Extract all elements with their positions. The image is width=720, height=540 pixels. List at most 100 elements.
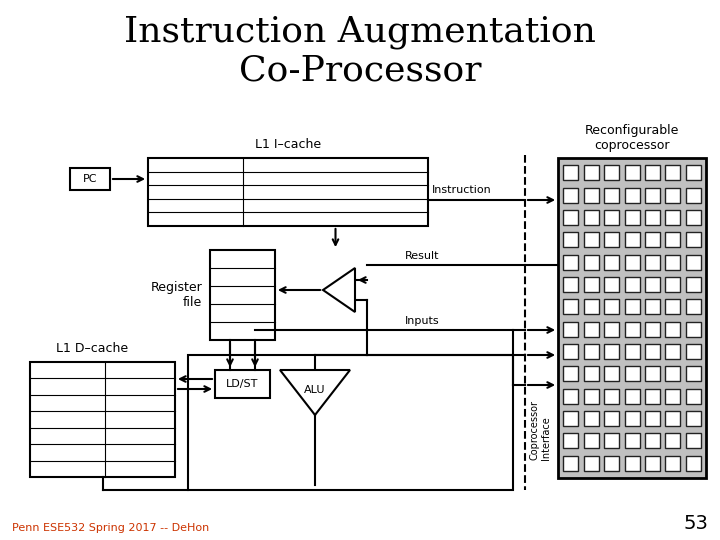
Bar [563, 322, 578, 336]
Bar [604, 366, 619, 381]
Text: L1 I–cache: L1 I–cache [255, 138, 321, 151]
Bar [665, 433, 680, 448]
Bar [210, 250, 275, 340]
Bar [645, 389, 660, 404]
Bar [665, 366, 680, 381]
Bar [685, 344, 701, 359]
Bar [584, 366, 599, 381]
Bar [645, 433, 660, 448]
Bar [645, 366, 660, 381]
Text: Penn ESE532 Spring 2017 -- DeHon: Penn ESE532 Spring 2017 -- DeHon [12, 523, 210, 533]
Bar [685, 277, 701, 292]
Text: Coprocessor
Interface: Coprocessor Interface [530, 400, 551, 460]
Bar [604, 188, 619, 202]
Bar [604, 411, 619, 426]
Bar [645, 210, 660, 225]
Bar [148, 158, 428, 226]
Bar [563, 210, 578, 225]
Text: Register
file: Register file [150, 281, 202, 309]
Bar [563, 255, 578, 269]
Bar [215, 370, 270, 398]
Bar [563, 188, 578, 202]
Bar [624, 232, 639, 247]
Bar [665, 322, 680, 336]
Bar [563, 344, 578, 359]
Bar [584, 299, 599, 314]
Bar [584, 433, 599, 448]
Bar [563, 277, 578, 292]
Bar [563, 232, 578, 247]
Bar [624, 433, 639, 448]
Bar [604, 456, 619, 471]
Bar [563, 411, 578, 426]
Bar [645, 344, 660, 359]
Bar [624, 456, 639, 471]
Bar [604, 389, 619, 404]
Bar [604, 299, 619, 314]
Bar [665, 188, 680, 202]
Bar [645, 188, 660, 202]
Bar [685, 188, 701, 202]
Bar [645, 232, 660, 247]
Bar [563, 433, 578, 448]
Text: LD/ST: LD/ST [226, 379, 258, 389]
Bar [584, 165, 599, 180]
Bar [624, 165, 639, 180]
Bar [558, 158, 706, 478]
Bar [645, 322, 660, 336]
Bar [665, 411, 680, 426]
Bar [563, 165, 578, 180]
Bar [584, 210, 599, 225]
Bar [685, 456, 701, 471]
Polygon shape [280, 370, 350, 415]
Bar [665, 232, 680, 247]
Bar [645, 277, 660, 292]
Bar [584, 389, 599, 404]
Text: ALU: ALU [305, 385, 325, 395]
Bar [584, 277, 599, 292]
Bar [685, 389, 701, 404]
Bar [645, 411, 660, 426]
Bar [563, 366, 578, 381]
Bar [624, 299, 639, 314]
Bar [604, 165, 619, 180]
Text: Reconfigurable
coprocessor: Reconfigurable coprocessor [585, 124, 679, 152]
Bar [665, 344, 680, 359]
Bar [665, 165, 680, 180]
Bar [665, 389, 680, 404]
Bar [665, 456, 680, 471]
Bar [665, 210, 680, 225]
Bar [685, 322, 701, 336]
Bar [604, 344, 619, 359]
Bar [624, 366, 639, 381]
Bar [584, 344, 599, 359]
Bar [584, 456, 599, 471]
Bar [604, 232, 619, 247]
Bar [685, 366, 701, 381]
Bar [685, 411, 701, 426]
Bar [645, 165, 660, 180]
Bar [604, 322, 619, 336]
Bar [563, 456, 578, 471]
Bar [624, 344, 639, 359]
Bar [624, 255, 639, 269]
Text: Inputs: Inputs [405, 316, 440, 326]
Text: L1 D–cache: L1 D–cache [56, 342, 129, 355]
Text: Result: Result [405, 251, 439, 261]
Bar [624, 411, 639, 426]
Text: Instruction: Instruction [432, 185, 492, 195]
Bar [624, 210, 639, 225]
Bar [624, 188, 639, 202]
Bar [604, 255, 619, 269]
Bar [665, 255, 680, 269]
Bar [584, 322, 599, 336]
Bar [563, 389, 578, 404]
Bar [685, 210, 701, 225]
Bar [604, 277, 619, 292]
Bar [624, 322, 639, 336]
Text: 53: 53 [683, 514, 708, 533]
Bar [563, 299, 578, 314]
Bar [624, 277, 639, 292]
Bar [584, 188, 599, 202]
Bar [584, 411, 599, 426]
